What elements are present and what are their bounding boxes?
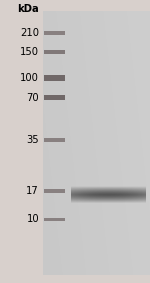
Text: 17: 17 — [26, 186, 39, 196]
Text: kDa: kDa — [17, 4, 39, 14]
Bar — [44, 218, 65, 221]
Text: 70: 70 — [26, 93, 39, 103]
Text: 100: 100 — [20, 73, 39, 83]
Bar — [44, 75, 65, 81]
Bar — [44, 138, 65, 142]
Bar — [44, 189, 65, 193]
Bar — [44, 50, 65, 54]
Text: 150: 150 — [20, 47, 39, 57]
Bar — [44, 31, 65, 35]
Text: 10: 10 — [26, 214, 39, 224]
Bar — [44, 95, 65, 100]
Text: 210: 210 — [20, 27, 39, 38]
Text: 35: 35 — [26, 135, 39, 145]
